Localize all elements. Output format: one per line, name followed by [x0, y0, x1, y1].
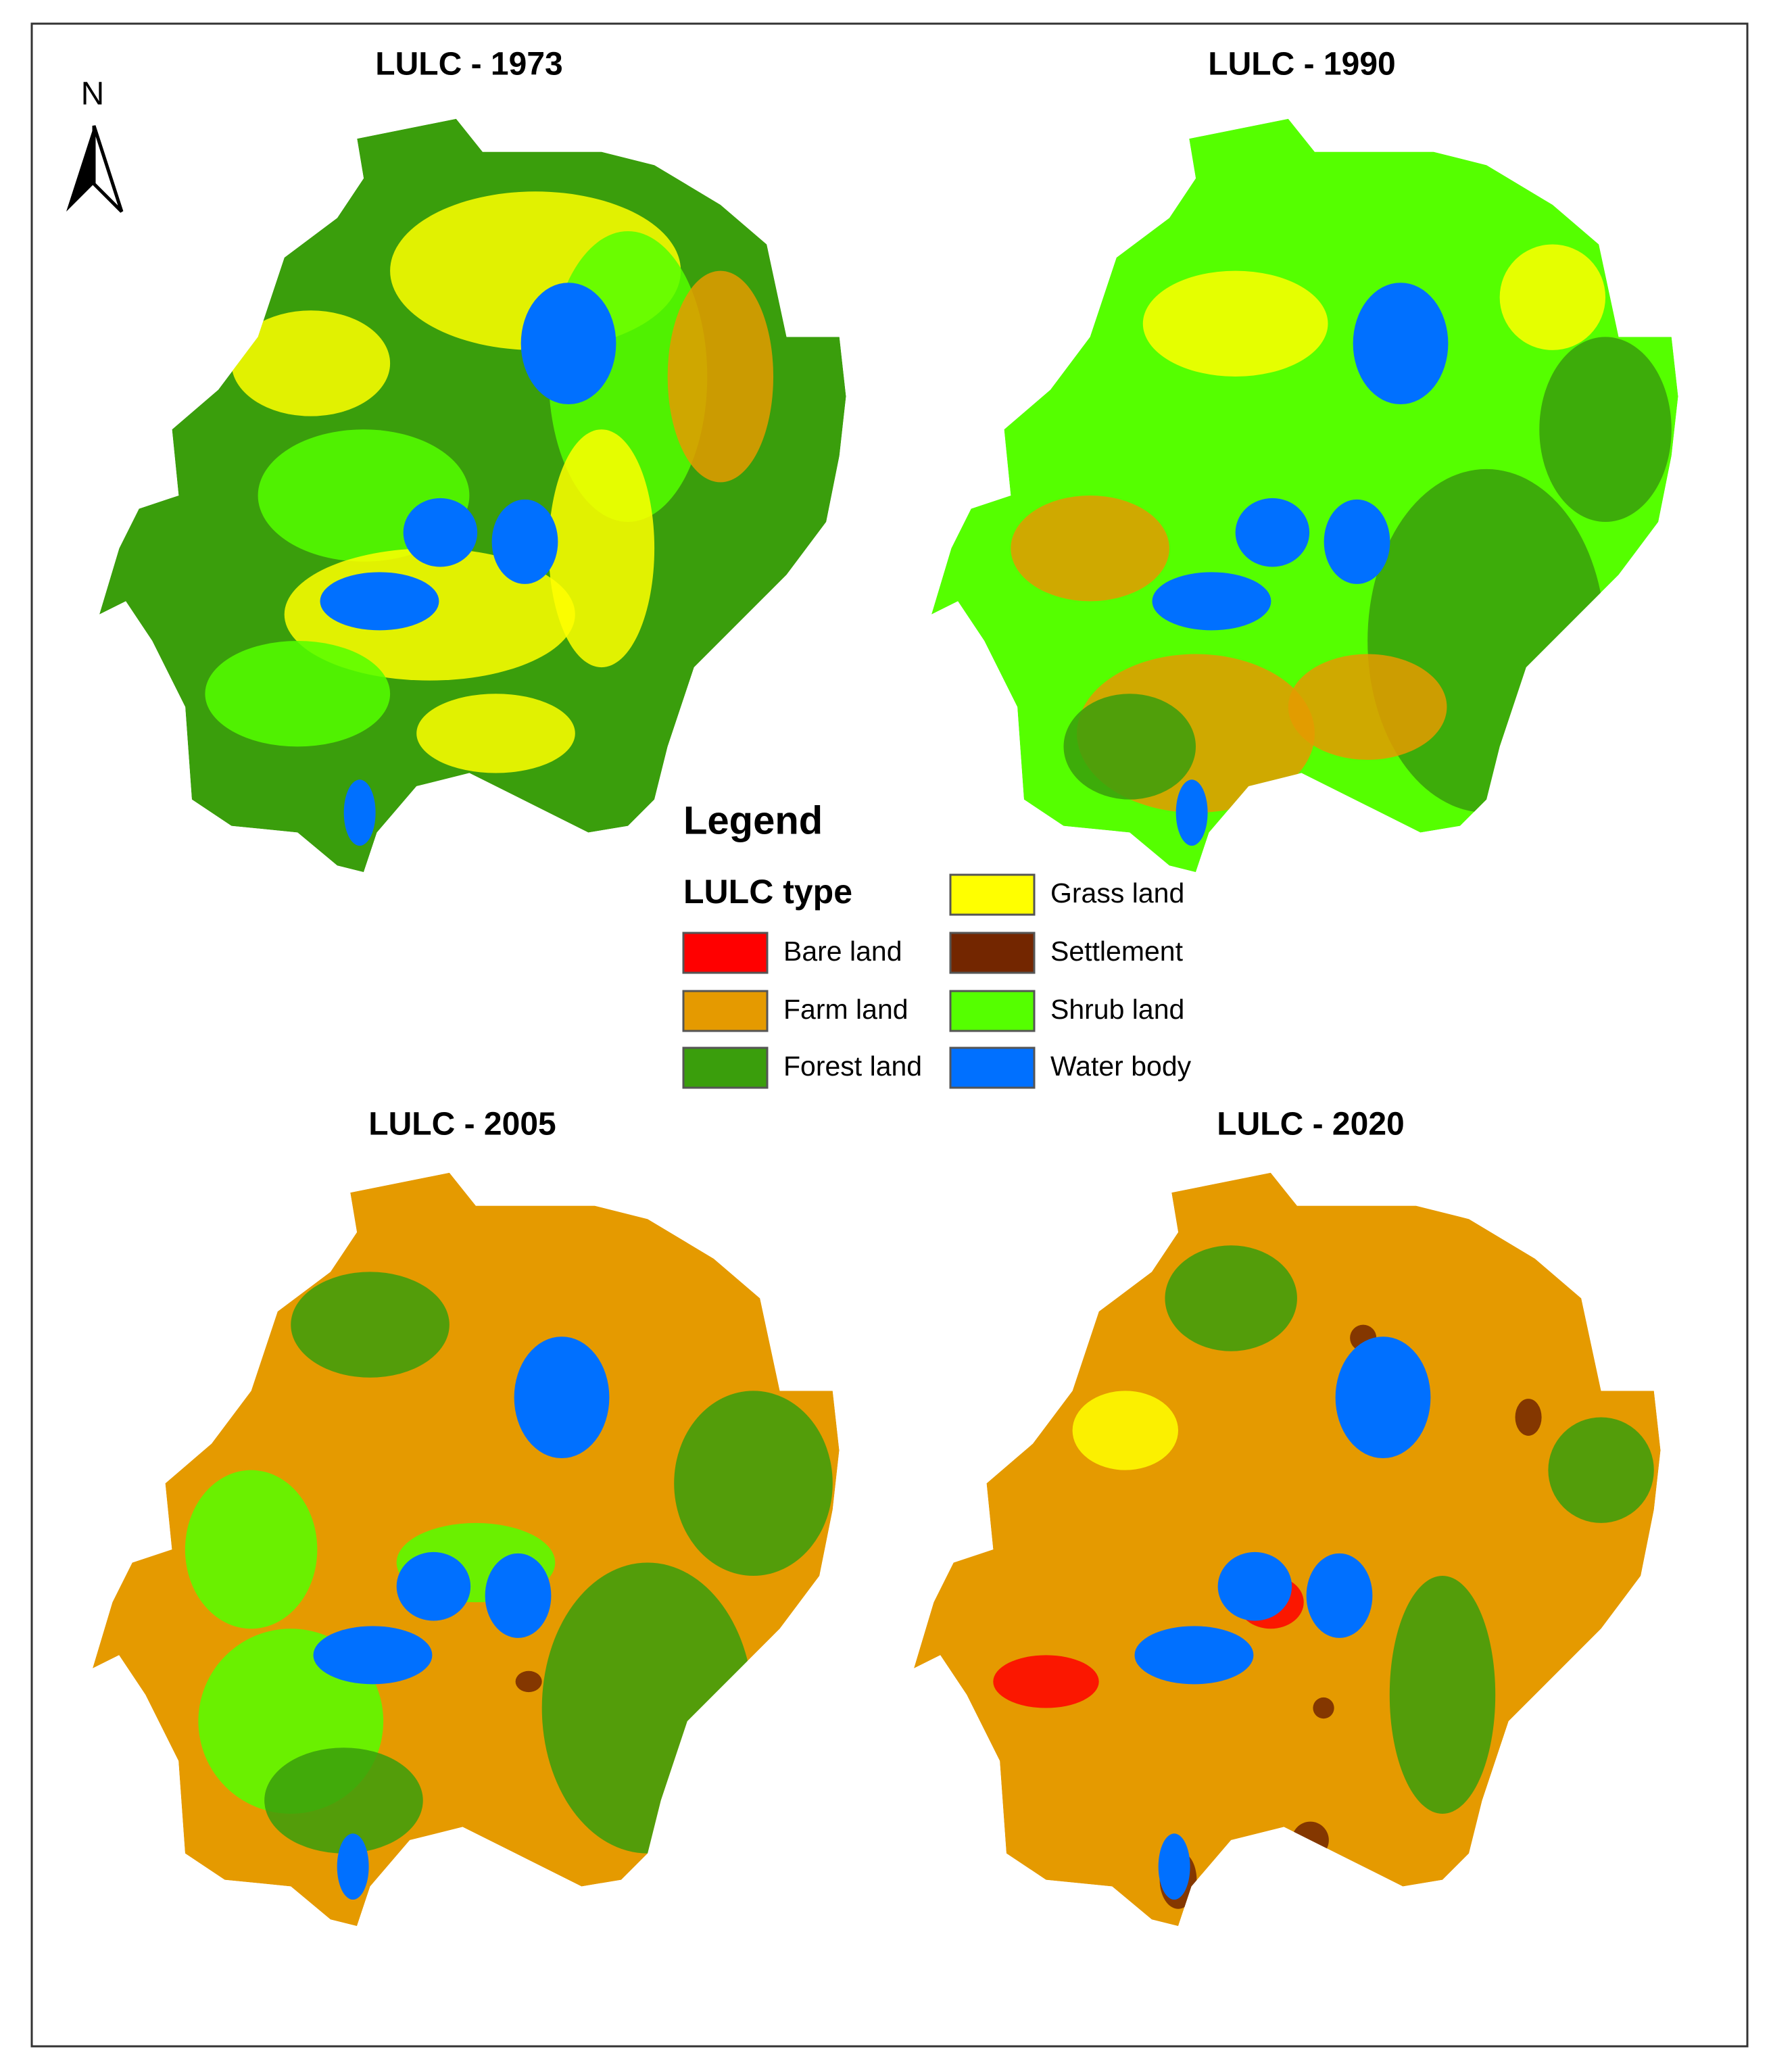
legend-subtitle: LULC type: [683, 873, 852, 911]
landcover-patch: [291, 1272, 450, 1378]
landcover-patch: [548, 429, 655, 668]
landcover-patch: [674, 1391, 833, 1576]
map-layers: [931, 118, 1678, 873]
lake: [1306, 1553, 1373, 1638]
arrow-right: [92, 125, 124, 213]
landcover-patch: [1389, 1576, 1496, 1814]
lake: [1235, 498, 1310, 567]
legend-label: Bare land: [783, 936, 902, 967]
map-title: LULC - 1990: [1208, 47, 1395, 82]
landcover-patch: [1515, 1399, 1542, 1436]
lake: [1175, 779, 1208, 846]
landcover-patch: [1165, 1245, 1297, 1351]
north-arrow: N: [66, 76, 124, 213]
landcover-patch: [205, 640, 391, 747]
lake: [343, 779, 376, 846]
arrow-left: [66, 126, 94, 212]
lake: [520, 283, 616, 405]
lake: [514, 1336, 610, 1459]
map-title: LULC - 1973: [375, 47, 562, 82]
legend-label: Grass land: [1050, 877, 1184, 909]
lake: [403, 498, 478, 567]
landcover-patch: [231, 310, 391, 416]
legend-swatch: [949, 932, 1036, 974]
landcover-patch: [1072, 1391, 1179, 1470]
legend-label: Farm land: [783, 994, 908, 1025]
lake: [1335, 1336, 1431, 1459]
map-layers: [914, 1172, 1661, 1927]
landcover-patch: [993, 1655, 1099, 1708]
lake: [320, 572, 439, 631]
legend-swatch: [949, 990, 1036, 1032]
legend-label: Forest land: [783, 1051, 922, 1082]
lake: [491, 499, 558, 584]
landcover-patch: [185, 1470, 318, 1629]
lake: [1134, 1626, 1254, 1685]
landcover-patch: [515, 1670, 542, 1693]
lulc-map: [99, 118, 846, 873]
landcover-patch: [1011, 495, 1169, 602]
lulc-map: [931, 118, 1678, 873]
legend-swatch: [949, 1046, 1036, 1089]
landcover-patch: [1063, 694, 1196, 800]
map-title: LULC - 2020: [1217, 1107, 1404, 1142]
legend-label: Shrub land: [1050, 994, 1184, 1025]
legend-swatch: [682, 1046, 769, 1089]
legend-title: Legend: [683, 798, 823, 842]
lake: [1324, 499, 1390, 584]
lulc-map: [914, 1172, 1661, 1927]
map-title: LULC - 2005: [368, 1107, 556, 1142]
lake: [396, 1551, 471, 1621]
legend-swatch: [682, 990, 769, 1032]
lake: [485, 1553, 552, 1638]
lake: [337, 1833, 369, 1900]
north-label: N: [81, 76, 105, 112]
lake: [1152, 572, 1271, 631]
landcover-patch: [1313, 1697, 1334, 1719]
landcover-patch: [416, 694, 575, 773]
map-layers: [99, 118, 846, 873]
lake: [1217, 1551, 1292, 1621]
lake: [313, 1626, 433, 1685]
legend: Legend LULC type Bare land Farm land Forest …: [682, 798, 1192, 1089]
landcover-patch: [1539, 337, 1672, 523]
lake: [1353, 283, 1449, 405]
legend-swatch: [949, 873, 1036, 916]
landcover-patch: [1288, 654, 1447, 760]
landcover-patch: [1548, 1417, 1654, 1523]
lake: [1158, 1833, 1190, 1900]
landcover-patch: [264, 1748, 423, 1854]
legend-swatch: [682, 932, 769, 974]
landcover-patch: [1142, 270, 1328, 377]
legend-label: Water body: [1050, 1051, 1192, 1082]
landcover-patch: [667, 270, 774, 483]
legend-label: Settlement: [1050, 936, 1184, 967]
landcover-patch: [1499, 244, 1606, 350]
